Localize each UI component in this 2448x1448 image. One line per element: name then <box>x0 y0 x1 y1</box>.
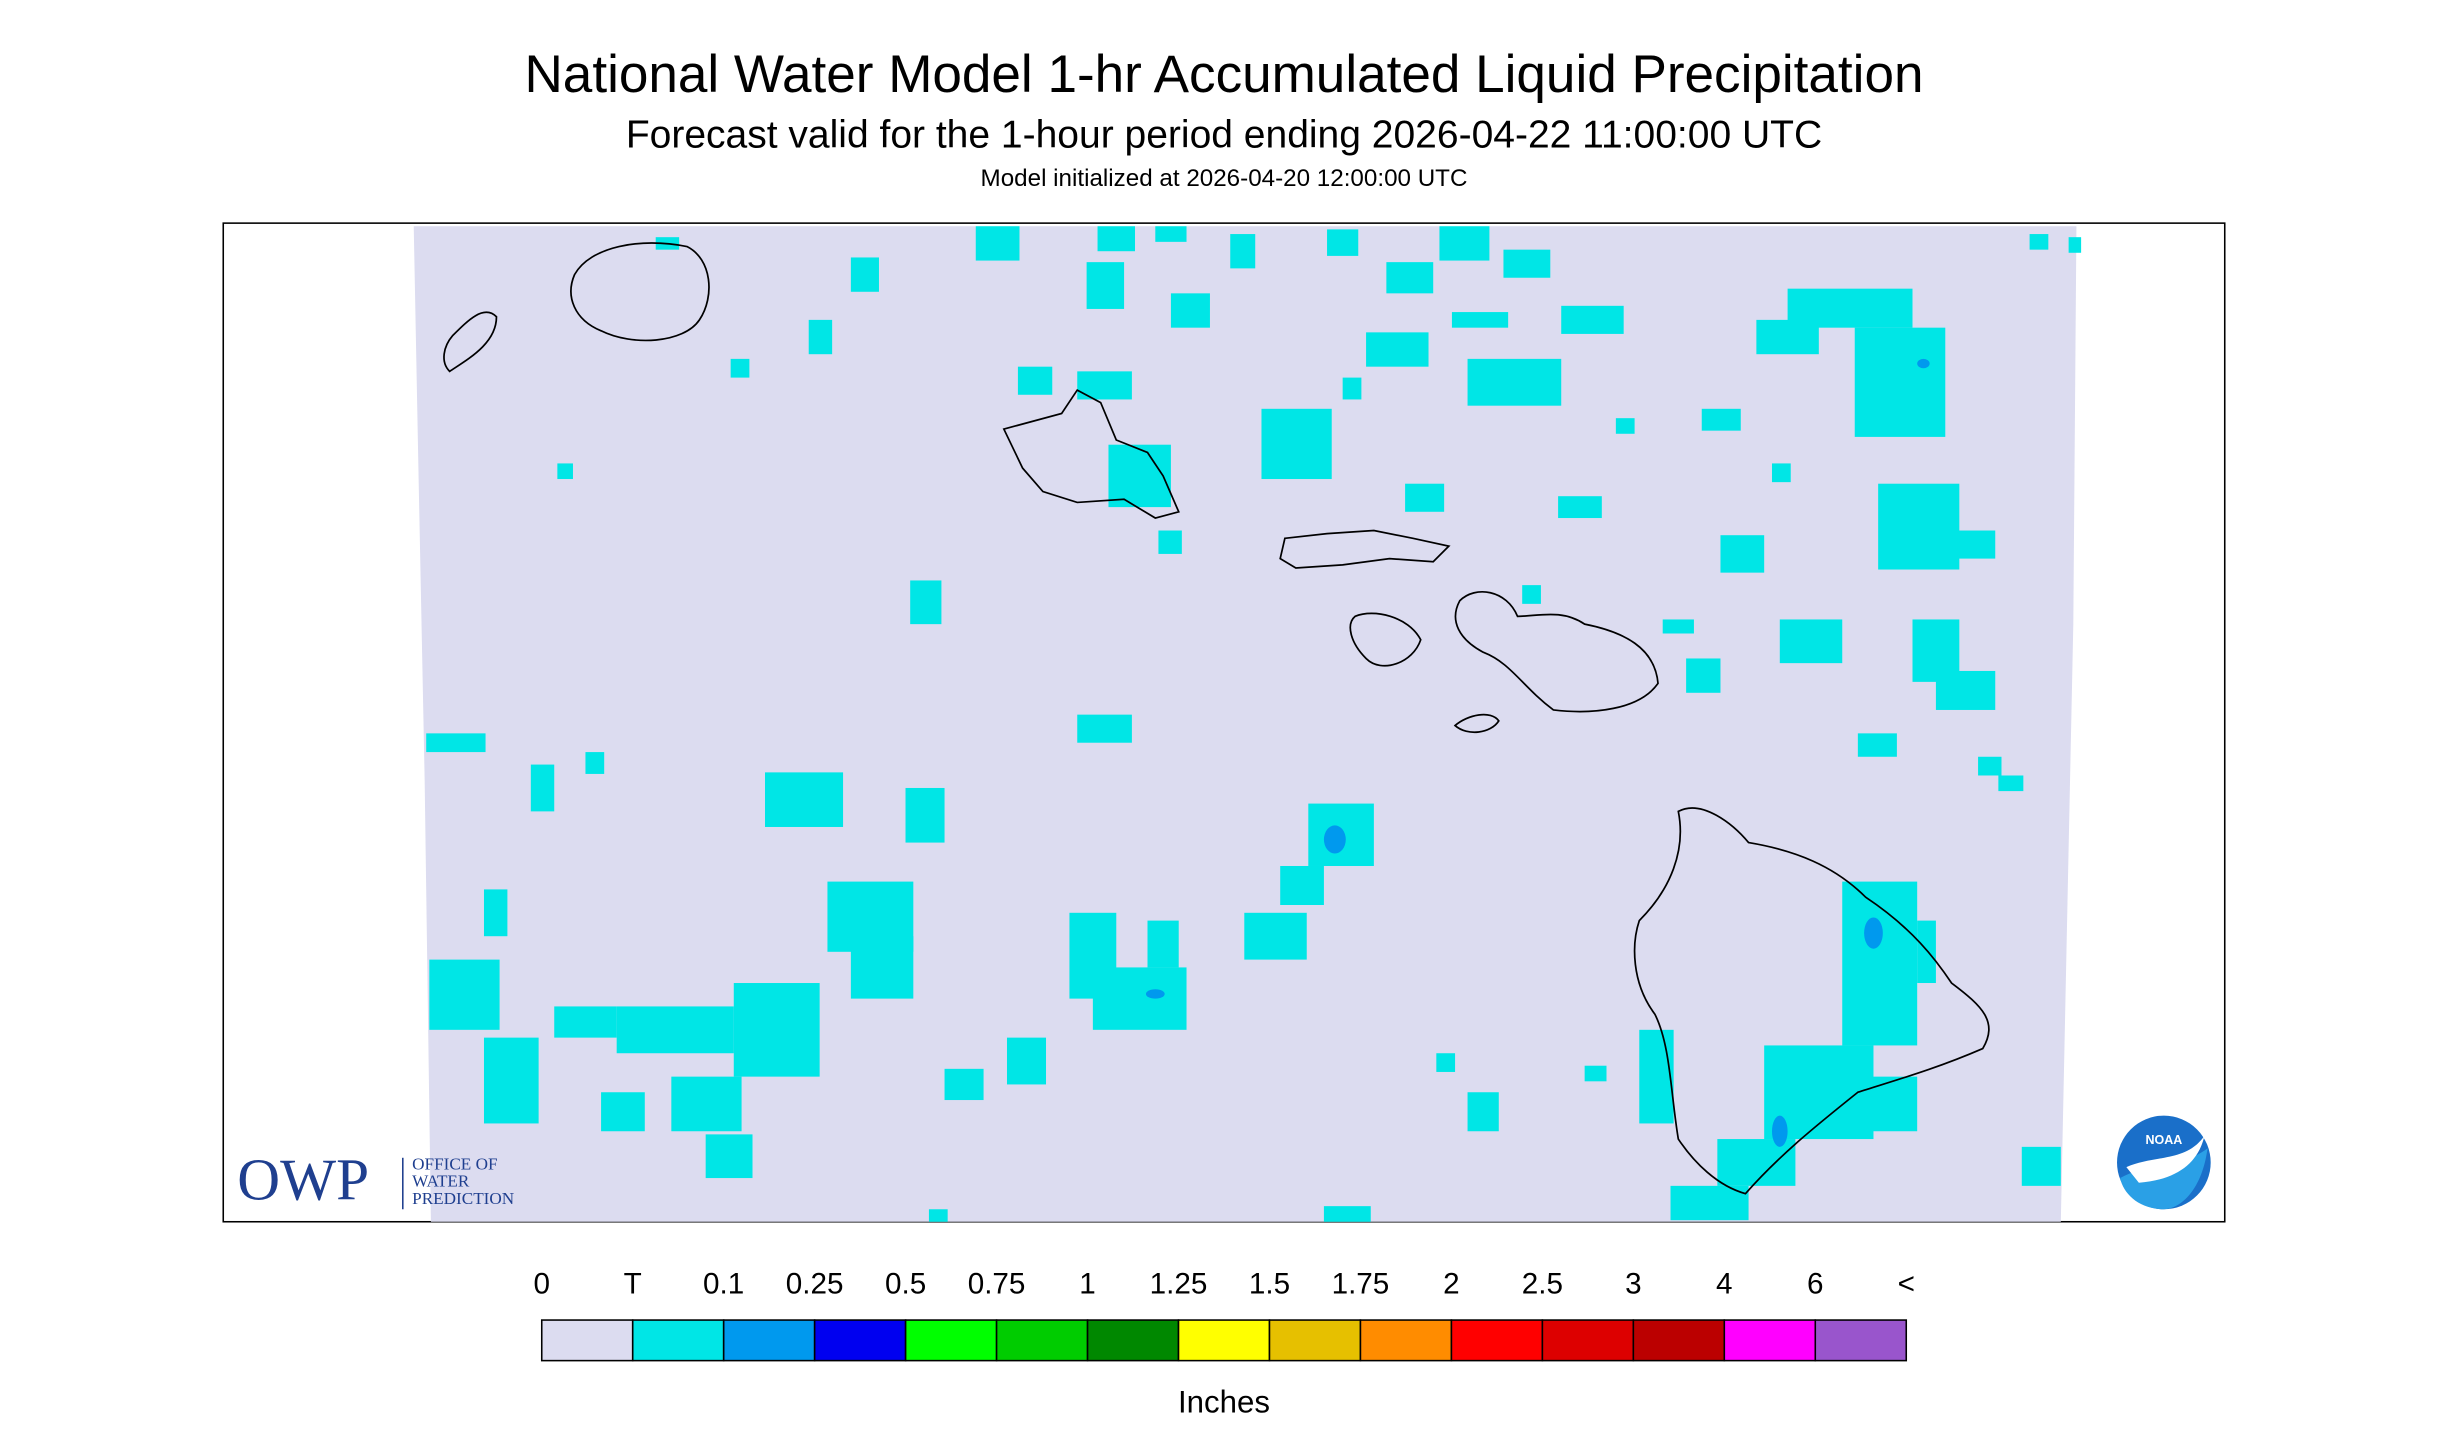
color-swatch <box>1359 1319 1453 1362</box>
color-swatch <box>540 1319 634 1362</box>
color-swatch <box>1723 1319 1817 1362</box>
color-swatch <box>1541 1319 1635 1362</box>
subtitle: Forecast valid for the 1-hour period end… <box>626 114 1822 157</box>
color-swatch <box>1268 1319 1362 1362</box>
color-swatch <box>631 1319 725 1362</box>
owp-line: PREDICTION <box>412 1189 514 1208</box>
colorbar: 0 T 0.1 0.25 0.5 0.75 1 1.25 1.5 1.75 2 2.5 3 4 6 < <box>533 1268 1915 1362</box>
model-domain <box>413 226 2077 1222</box>
colorbar-label: 0 <box>533 1268 550 1301</box>
colorbar-label: 2 <box>1443 1268 1460 1301</box>
color-swatch <box>995 1319 1089 1362</box>
colorbar-label: T <box>624 1268 642 1301</box>
precip-light-areas <box>1145 358 1930 1147</box>
owp-line: WATER <box>412 1172 470 1191</box>
coastlines <box>443 242 1990 1195</box>
color-swatch <box>813 1319 907 1362</box>
title: National Water Model 1-hr Accumulated Li… <box>525 45 1924 104</box>
colorbar-label: 6 <box>1807 1268 1824 1301</box>
color-swatch <box>1814 1319 1908 1362</box>
color-swatch <box>1086 1319 1180 1362</box>
units-label: Inches <box>1178 1385 1270 1420</box>
colorbar-label: < <box>1898 1268 1915 1301</box>
colorbar-label: 1.75 <box>1332 1268 1390 1301</box>
color-swatch <box>1632 1319 1726 1362</box>
init-note: Model initialized at 2026-04-20 12:00:00… <box>981 165 1468 192</box>
colorbar-label: 0.5 <box>885 1268 926 1301</box>
colorbar-label: 3 <box>1625 1268 1642 1301</box>
noaa-logo: NOAA <box>2117 1115 2211 1210</box>
color-swatch <box>722 1319 816 1362</box>
noaa-text: NOAA <box>2145 1133 2182 1147</box>
colorbar-label: 1.25 <box>1150 1268 1208 1301</box>
color-swatch <box>1177 1319 1271 1362</box>
colorbar-label: 0.1 <box>703 1268 744 1301</box>
color-swatch <box>904 1319 998 1362</box>
owp-line: OFFICE OF <box>412 1155 497 1174</box>
color-swatch <box>1450 1319 1544 1362</box>
colorbar-label: 1.5 <box>1249 1268 1290 1301</box>
colorbar-label: 0.25 <box>786 1268 844 1301</box>
colorbar-label: 1 <box>1079 1268 1096 1301</box>
colorbar-label: 4 <box>1716 1268 1733 1301</box>
colorbar-label: 0.75 <box>968 1268 1026 1301</box>
colorbar-label: 2.5 <box>1522 1268 1563 1301</box>
owp-logo: OWP <box>237 1146 369 1212</box>
